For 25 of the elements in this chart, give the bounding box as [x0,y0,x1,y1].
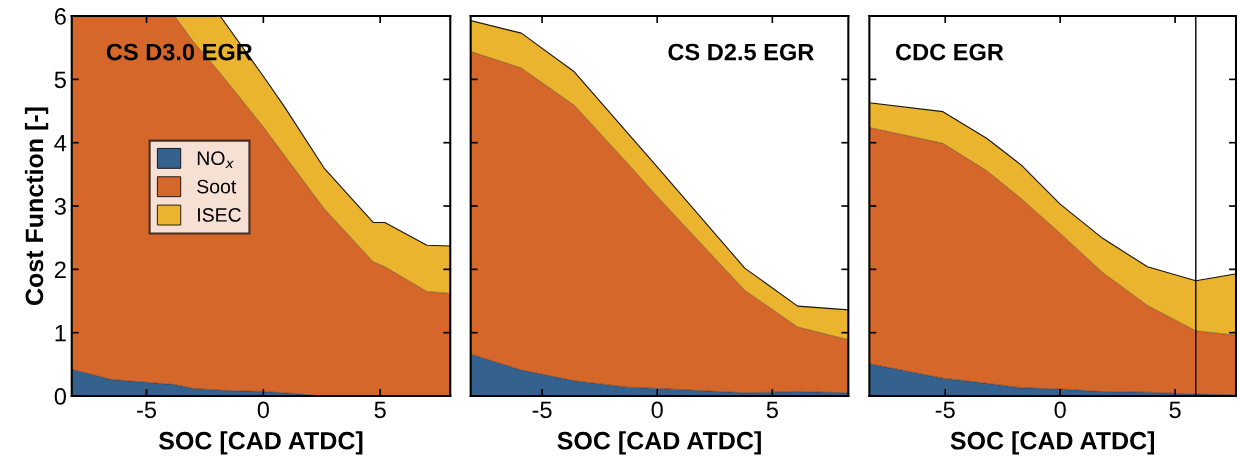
x-tick-label: -5 [532,401,552,419]
x-tick-label: -5 [137,401,157,419]
x-tick-label: 0 [257,401,269,419]
y-axis-title: Cost Function [-] [24,107,49,305]
x-axis-title: SOC [CAD ATDC] [158,431,363,455]
legend-label: ISEC [198,208,241,222]
x-tick-label: 0 [651,401,663,419]
y-tick-label: 6 [54,8,66,25]
y-tick-label: 2 [54,261,66,278]
x-axis-title: SOC [CAD ATDC] [557,431,761,455]
x-axis-title: SOC [CAD ATDC] [950,431,1155,455]
legend-label: Soot [197,179,237,194]
x-tick-label: 5 [374,401,386,419]
y-tick-label: 0 [54,388,66,405]
y-tick-label: 3 [54,198,66,215]
x-tick-label: -5 [935,401,955,419]
text: CDC EGR [896,43,1004,61]
legend-label: NO$_{x}$ [197,151,234,169]
y-tick-label: 1 [55,324,66,342]
y-tick-label: 5 [54,71,66,89]
text: CS D2.5 EGR [668,43,814,61]
x-tick-label: 0 [1054,401,1066,419]
x-tick-label: 5 [766,401,778,419]
y-tick-label: 4 [54,135,67,152]
x-tick-label: 5 [1169,401,1181,419]
